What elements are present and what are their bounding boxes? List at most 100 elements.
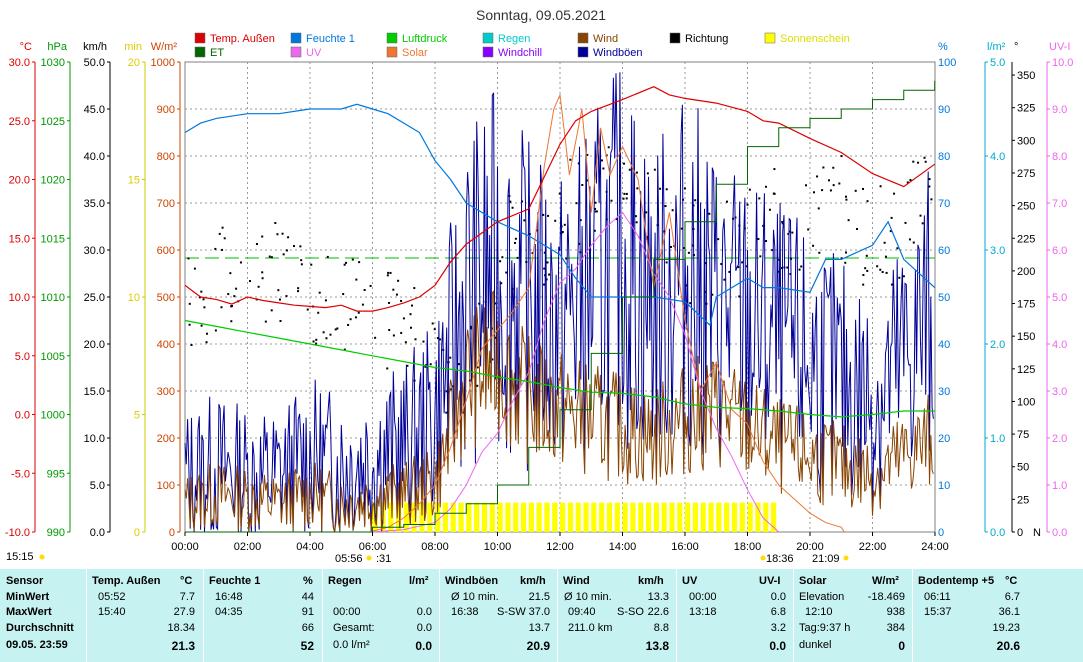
right-axis-label-2-10: 100 bbox=[1017, 396, 1035, 408]
richtung-point bbox=[885, 271, 888, 274]
richtung-point bbox=[861, 187, 864, 190]
richtung-point bbox=[821, 189, 824, 192]
avg-boeen-value: 13.7 bbox=[528, 622, 550, 634]
sunshine-bar bbox=[638, 502, 644, 532]
richtung-point bbox=[607, 146, 610, 149]
legend-swatch-luftdruck bbox=[386, 32, 398, 44]
richtung-point bbox=[636, 187, 639, 190]
richtung-point bbox=[218, 232, 221, 235]
richtung-point bbox=[413, 287, 416, 290]
right-axis-label-1-4: 1.0 bbox=[990, 433, 1005, 445]
richtung-point bbox=[285, 295, 288, 298]
richtung-point bbox=[187, 257, 190, 260]
max-wind-direction: S-SO bbox=[617, 606, 644, 618]
left-axis-unit-2: km/h bbox=[83, 41, 107, 53]
feuchte-header: Feuchte 1 bbox=[209, 575, 261, 587]
richtung-point bbox=[758, 197, 761, 200]
x-axis: 00:00 02:00 04:00 06:00 08:00 10:00 12:00 14:00… bbox=[171, 532, 949, 553]
richtung-point bbox=[516, 256, 519, 259]
right-axis-label-0-5: 50 bbox=[938, 292, 950, 304]
richtung-point bbox=[400, 299, 403, 302]
richtung-point bbox=[531, 252, 534, 255]
richtung-point bbox=[866, 269, 869, 272]
richtung-point bbox=[692, 244, 695, 247]
left-axis-label-4-0: 1000 bbox=[151, 57, 175, 69]
current-regen-value: 0.0 bbox=[415, 639, 432, 653]
max-feuchte-value: 91 bbox=[301, 606, 314, 618]
richtung-point bbox=[374, 336, 377, 339]
right-axis-label-0-6: 40 bbox=[938, 339, 950, 351]
right-axis-label-2-3: 275 bbox=[1017, 168, 1035, 180]
left-axis-label-4-10: 0 bbox=[169, 527, 175, 539]
richtung-point bbox=[336, 327, 339, 330]
x-axis-label-11: 22:00 bbox=[859, 541, 887, 553]
richtung-point bbox=[563, 223, 566, 226]
richtung-point bbox=[270, 256, 273, 259]
right-axis-label-3-4: 6.0 bbox=[1052, 245, 1067, 257]
left-axis-label-0-2: 20.0 bbox=[9, 175, 30, 187]
richtung-point bbox=[866, 200, 869, 203]
max-feuchte-time: 04:35 bbox=[215, 606, 243, 618]
richtung-point bbox=[324, 299, 327, 302]
min-boeen-value: 21.5 bbox=[528, 591, 550, 603]
richtung-point bbox=[436, 337, 439, 340]
richtung-point bbox=[406, 364, 409, 367]
legend-swatch-regen bbox=[482, 32, 494, 44]
richtung-point bbox=[757, 238, 760, 241]
richtung-point bbox=[542, 213, 545, 216]
richtung-point bbox=[402, 317, 405, 320]
richtung-point bbox=[414, 338, 417, 341]
max-temp-time: 15:40 bbox=[98, 606, 126, 618]
x-axis-label-7: 14:00 bbox=[609, 541, 637, 553]
min-wind-label: Ø 10 min. bbox=[564, 591, 612, 603]
richtung-point bbox=[297, 287, 300, 290]
richtung-point bbox=[388, 301, 391, 304]
richtung-point bbox=[586, 153, 589, 156]
richtung-point bbox=[586, 179, 589, 182]
richtung-point bbox=[665, 188, 668, 191]
richtung-point bbox=[400, 331, 403, 334]
sunshine-bar bbox=[614, 502, 620, 532]
richtung-point bbox=[725, 200, 728, 203]
sunshine-bar bbox=[435, 502, 441, 532]
sensor-header: Sensor bbox=[6, 575, 44, 587]
avg-regen-label: Gesamt: bbox=[333, 622, 375, 634]
legend-label-solar: Solar bbox=[402, 47, 428, 59]
richtung-point bbox=[787, 232, 790, 235]
richtung-point bbox=[386, 367, 389, 370]
sunshine-bar bbox=[739, 502, 745, 532]
max-regen-time: 00:00 bbox=[333, 606, 361, 618]
richtung-point bbox=[817, 207, 820, 210]
sunshine-bar bbox=[567, 502, 574, 532]
richtung-point bbox=[805, 184, 808, 187]
richtung-point bbox=[325, 337, 328, 340]
richtung-point bbox=[293, 245, 296, 248]
richtung-point bbox=[203, 306, 206, 309]
richtung-point bbox=[581, 183, 584, 186]
richtung-point bbox=[594, 201, 597, 204]
richtung-point bbox=[771, 249, 774, 252]
richtung-point bbox=[889, 230, 892, 233]
richtung-point bbox=[543, 283, 546, 286]
left-axis-unit-0: °C bbox=[20, 41, 32, 53]
avg-regen-value: 0.0 bbox=[416, 622, 432, 634]
sunshine-bar bbox=[388, 502, 394, 532]
sunshine-bar bbox=[497, 502, 503, 532]
richtung-point bbox=[358, 261, 361, 264]
richtung-point bbox=[431, 322, 434, 325]
richtung-point bbox=[546, 261, 549, 264]
richtung-point bbox=[422, 340, 425, 343]
richtung-point bbox=[569, 158, 572, 161]
right-axis-label-1-5: 0.0 bbox=[990, 527, 1005, 539]
richtung-point bbox=[429, 363, 432, 366]
richtung-point bbox=[765, 240, 768, 243]
legend-swatch-solar bbox=[386, 46, 398, 58]
sunset-a-dot bbox=[760, 555, 766, 561]
richtung-point bbox=[261, 277, 264, 280]
left-axis-label-1-0: 1030 bbox=[41, 57, 65, 69]
left-axis-label-3-1: 15 bbox=[128, 175, 140, 187]
richtung-point bbox=[499, 260, 502, 263]
right-axis-label-3-1: 9.0 bbox=[1052, 104, 1067, 116]
legend-label-luftdruck: Luftdruck bbox=[402, 33, 448, 45]
left-axis-label-2-2: 40.0 bbox=[84, 151, 105, 163]
